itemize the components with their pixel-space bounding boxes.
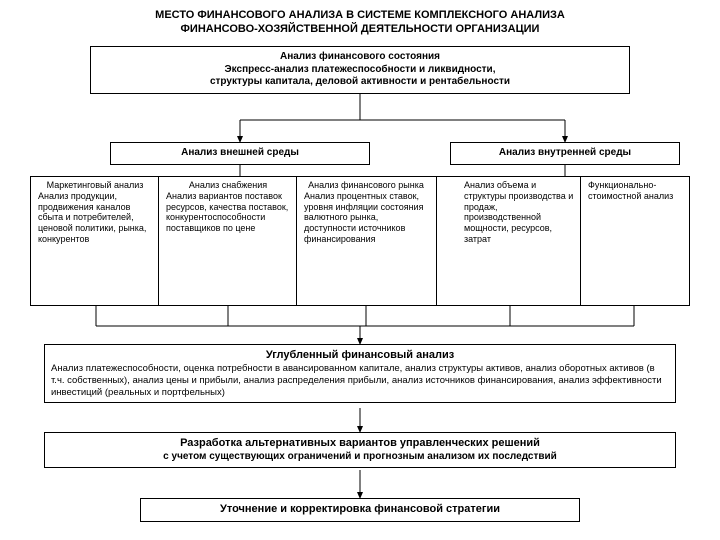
title-line2: ФИНАНСОВО-ХОЗЯЙСТВЕННОЙ ДЕЯТЕЛЬНОСТИ ОРГ…	[181, 23, 540, 35]
col3-head: Анализ финансового рынка	[304, 180, 428, 191]
top-l1: Анализ финансового состояния	[280, 51, 440, 62]
col4-text: Анализ объема и структуры производства и…	[464, 180, 574, 245]
diagram-title: МЕСТО ФИНАНСОВОГО АНАЛИЗА В СИСТЕМЕ КОМП…	[12, 8, 708, 37]
divider-1	[158, 176, 159, 306]
internal-env-label: Анализ внутренней среды	[499, 147, 631, 158]
col2-box: Анализ снабжения Анализ вариантов постав…	[162, 178, 294, 302]
col5-text: Функционально-стоимостной анализ	[588, 180, 680, 202]
col1-text: Анализ продукции, продвижения каналов сб…	[38, 191, 152, 245]
divider-3	[436, 176, 437, 306]
strategy-box: Уточнение и корректировка финансовой стр…	[140, 498, 580, 522]
col1-head: Маркетинговый анализ	[38, 180, 152, 191]
divider-2	[296, 176, 297, 306]
col2-head: Анализ снабжения	[166, 180, 290, 191]
decisions-sub: с учетом существующих ограничений и прог…	[51, 451, 669, 464]
external-env-box: Анализ внешней среды	[110, 142, 370, 165]
top-l3: структуры капитала, деловой активности и…	[210, 76, 510, 87]
external-env-label: Анализ внешней среды	[181, 147, 299, 158]
divider-4	[580, 176, 581, 306]
col3-text: Анализ процентных ставок, уровня инфляци…	[304, 191, 428, 245]
col5-box: Функционально-стоимостной анализ	[584, 178, 684, 302]
title-line1: МЕСТО ФИНАНСОВОГО АНАЛИЗА В СИСТЕМЕ КОМП…	[155, 9, 565, 21]
internal-env-box: Анализ внутренней среды	[450, 142, 680, 165]
top-summary-box: Анализ финансового состояния Экспресс-ан…	[90, 46, 630, 94]
strategy-text: Уточнение и корректировка финансовой стр…	[220, 503, 500, 515]
col3-box: Анализ финансового рынка Анализ процентн…	[300, 178, 432, 302]
deep-body: Анализ платежеспособности, оценка потреб…	[51, 363, 669, 399]
col4-box: Анализ объема и структуры производства и…	[460, 178, 578, 302]
col1-box: Маркетинговый анализ Анализ продукции, п…	[34, 178, 156, 302]
deep-analysis-box: Углубленный финансовый анализ Анализ пла…	[44, 344, 676, 403]
decisions-title: Разработка альтернативных вариантов упра…	[51, 437, 669, 451]
col2-text: Анализ вариантов поставок ресурсов, каче…	[166, 191, 290, 234]
deep-title: Углубленный финансовый анализ	[51, 349, 669, 363]
decisions-box: Разработка альтернативных вариантов упра…	[44, 432, 676, 468]
top-l2: Экспресс-анализ платежеспособности и лик…	[225, 64, 496, 75]
columns-top-border	[30, 176, 690, 177]
